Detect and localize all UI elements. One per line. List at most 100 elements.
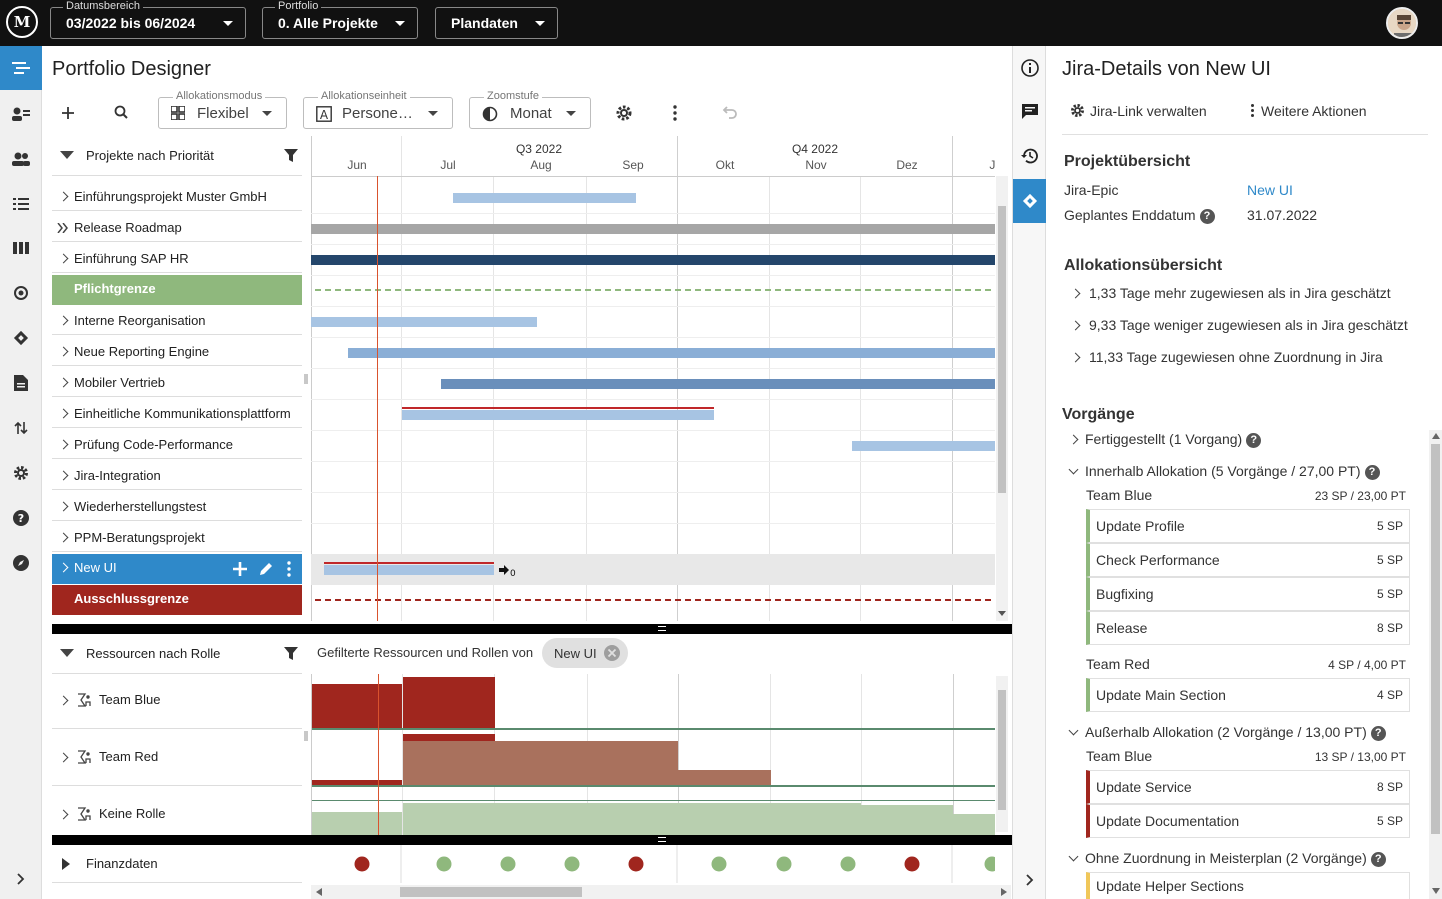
avatar[interactable] xyxy=(1386,7,1418,39)
allocation-item[interactable]: 11,33 Tage zugewiesen ohne Zuordnung in … xyxy=(1070,349,1383,365)
scrollbar-thumb[interactable] xyxy=(998,690,1006,810)
date-range-select[interactable]: Datumsbereich 03/2022 bis 06/2024 xyxy=(50,0,246,39)
help-icon[interactable]: ? xyxy=(1246,432,1262,448)
scroll-down-icon[interactable] xyxy=(998,609,1006,617)
zoom-level-select[interactable]: Zoomstufe Monat xyxy=(469,90,591,129)
scroll-up-icon[interactable] xyxy=(1432,433,1440,439)
app-logo[interactable]: M xyxy=(6,6,38,38)
help-icon[interactable]: ? xyxy=(1199,208,1215,224)
mandatory-limit-row[interactable]: Pflichtgrenze xyxy=(52,275,302,305)
help-icon[interactable]: ? xyxy=(1370,851,1386,867)
project-row[interactable]: Interne Reorganisation xyxy=(52,307,302,335)
chevron-right-icon[interactable] xyxy=(58,377,69,388)
resource-row[interactable]: Team Red xyxy=(52,730,302,786)
resize-handle-icon[interactable] xyxy=(304,731,308,741)
help-icon[interactable]: ? xyxy=(1370,725,1386,741)
caret-right-icon[interactable] xyxy=(62,858,70,870)
nav-resources[interactable] xyxy=(0,92,42,136)
chevron-right-icon[interactable] xyxy=(58,408,69,419)
chevron-right-icon[interactable] xyxy=(58,501,69,512)
outside-allocation-section[interactable]: Außerhalb Allokation (2 Vorgänge / 13,00… xyxy=(1068,724,1386,741)
nav-reports[interactable] xyxy=(0,361,42,405)
chevron-right-icon[interactable] xyxy=(58,439,69,450)
chevron-right-icon[interactable] xyxy=(58,191,69,202)
close-icon[interactable] xyxy=(603,644,621,662)
filter-icon[interactable] xyxy=(284,149,298,163)
nav-expand[interactable] xyxy=(0,857,42,899)
project-bar[interactable] xyxy=(311,224,995,234)
inside-allocation-section[interactable]: Innerhalb Allokation (5 Vorgänge / 27,00… xyxy=(1068,463,1380,480)
project-row[interactable]: Einführungsprojekt Muster GmbH xyxy=(52,183,302,211)
chevron-right-icon[interactable] xyxy=(58,809,69,820)
panel-divider[interactable] xyxy=(52,624,1012,634)
tab-comments[interactable] xyxy=(1013,90,1046,134)
allocation-unit-select[interactable]: Allokationseinheit A Persone… xyxy=(303,90,453,129)
issue-card[interactable]: Update Documentation 5 SP xyxy=(1086,804,1410,838)
scroll-down-icon[interactable] xyxy=(1432,888,1440,894)
resource-row[interactable]: Team Blue xyxy=(52,674,302,729)
issue-card[interactable]: Update Profile 5 SP xyxy=(1086,509,1410,543)
double-chevron-right-icon[interactable] xyxy=(57,223,69,233)
project-bar[interactable] xyxy=(441,379,995,389)
undo-button[interactable] xyxy=(721,97,741,129)
exclusion-limit-row[interactable]: Ausschlussgrenze xyxy=(52,585,302,615)
filter-chip[interactable]: New UI xyxy=(542,638,628,668)
scrollbar-thumb[interactable] xyxy=(400,887,582,897)
search-button[interactable] xyxy=(113,97,133,129)
tab-history[interactable] xyxy=(1013,134,1046,178)
finance-status-dot[interactable] xyxy=(354,856,370,872)
details-vertical-scrollbar[interactable] xyxy=(1429,430,1442,899)
chevron-right-icon[interactable] xyxy=(58,470,69,481)
project-bar[interactable] xyxy=(852,441,995,451)
project-bar[interactable] xyxy=(402,410,714,420)
portfolio-select[interactable]: Portfolio 0. Alle Projekte xyxy=(262,0,418,39)
nav-board[interactable] xyxy=(0,226,42,270)
finance-row[interactable]: Finanzdaten xyxy=(52,845,302,883)
finance-status-dot[interactable] xyxy=(776,856,792,872)
caret-down-icon[interactable] xyxy=(60,150,74,160)
panel-divider[interactable] xyxy=(52,835,1012,845)
chevron-right-icon[interactable] xyxy=(58,752,69,763)
chevron-right-icon[interactable] xyxy=(58,695,69,706)
chevron-right-icon[interactable] xyxy=(58,346,69,357)
resource-row[interactable]: Keine Rolle xyxy=(52,787,302,835)
finance-status-dot[interactable] xyxy=(436,856,452,872)
issue-card[interactable]: Bugfixing 5 SP xyxy=(1086,577,1410,611)
nav-settings[interactable] xyxy=(0,451,42,495)
add-button[interactable] xyxy=(60,97,80,129)
resource-vertical-scrollbar[interactable] xyxy=(996,676,1008,832)
nav-explore[interactable] xyxy=(0,541,42,585)
project-bar-new-ui[interactable] xyxy=(324,565,494,575)
project-row[interactable]: Wiederherstellungstest xyxy=(52,493,302,521)
finance-status-dot[interactable] xyxy=(500,856,516,872)
settings-button[interactable] xyxy=(615,97,635,129)
edit-icon[interactable] xyxy=(258,561,274,577)
scroll-left-icon[interactable] xyxy=(316,888,322,896)
project-row[interactable]: Einführung SAP HR xyxy=(52,245,302,273)
issue-card[interactable]: Release 8 SP xyxy=(1086,611,1410,645)
issue-card[interactable]: Update Main Section 4 SP xyxy=(1086,678,1410,712)
filter-icon[interactable] xyxy=(284,647,298,661)
add-icon[interactable] xyxy=(232,561,248,577)
nav-target[interactable] xyxy=(0,271,42,315)
allocation-item[interactable]: 9,33 Tage weniger zugewiesen als in Jira… xyxy=(1070,317,1408,333)
nav-portfolio-designer[interactable] xyxy=(0,46,42,90)
jira-epic-link[interactable]: New UI xyxy=(1247,182,1293,198)
more-vert-icon[interactable] xyxy=(286,560,292,578)
manage-jira-link-button[interactable]: Jira-Link verwalten xyxy=(1070,103,1207,119)
issue-card[interactable]: Check Performance 5 SP xyxy=(1086,543,1410,577)
project-row[interactable]: Einheitliche Kommunikationsplattform xyxy=(52,400,302,428)
chevron-right-icon[interactable] xyxy=(58,253,69,264)
project-bar[interactable] xyxy=(348,348,995,358)
project-row[interactable]: Release Roadmap xyxy=(52,214,302,242)
issue-card[interactable]: Update Helper Sections xyxy=(1086,872,1410,899)
scenario-select[interactable]: Plandaten xyxy=(435,7,558,39)
project-bar[interactable] xyxy=(311,255,995,265)
project-row[interactable]: Prüfung Code-Performance xyxy=(52,431,302,459)
finance-status-dot[interactable] xyxy=(711,856,727,872)
finance-status-dot[interactable] xyxy=(840,856,856,872)
chevron-right-icon[interactable] xyxy=(58,532,69,543)
finance-status-dot[interactable] xyxy=(628,856,644,872)
nav-import-export[interactable] xyxy=(0,406,42,450)
project-row[interactable]: Neue Reporting Engine xyxy=(52,338,302,366)
